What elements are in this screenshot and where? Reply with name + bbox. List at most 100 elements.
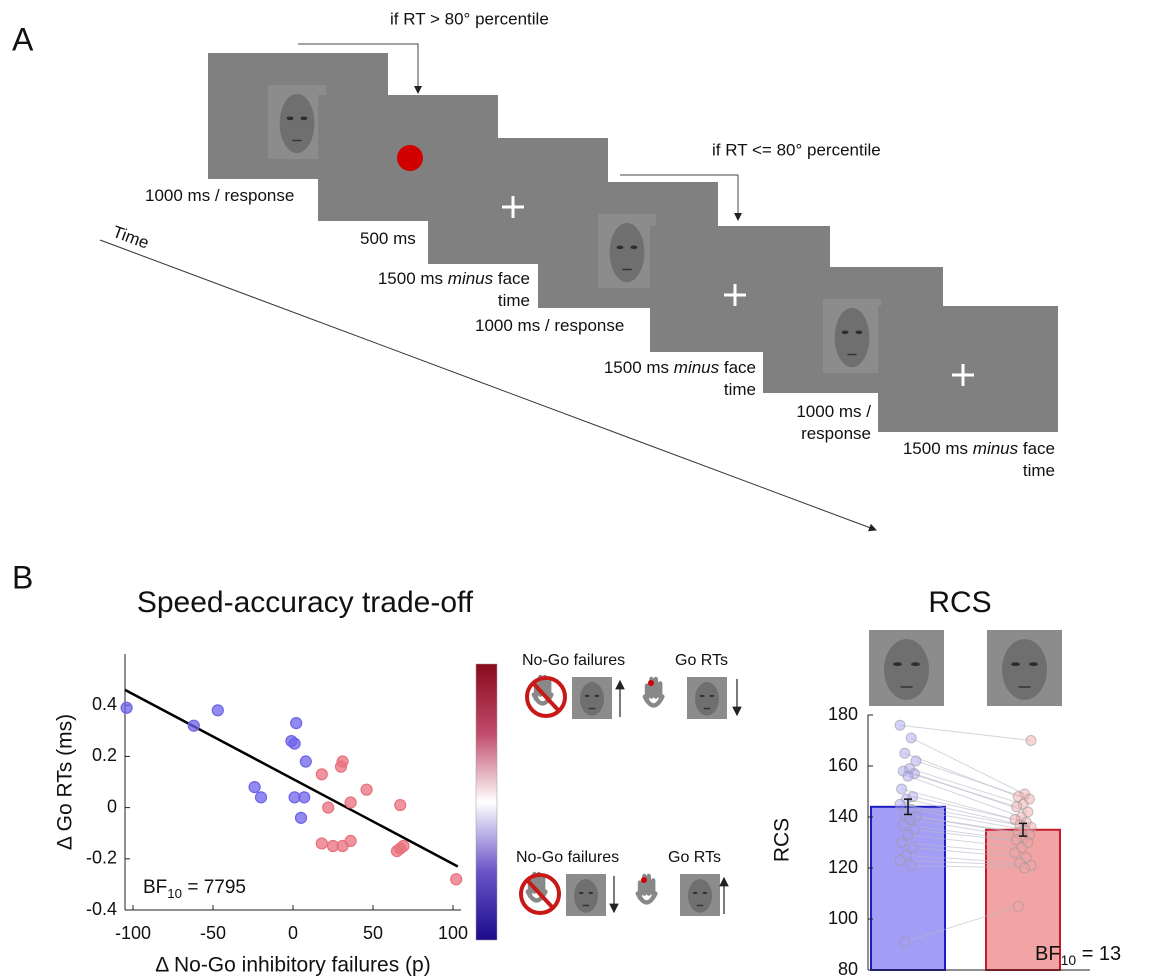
stop-dot: [648, 680, 654, 686]
data-point: [121, 702, 132, 713]
face-eye: [700, 695, 705, 697]
data-point: [289, 738, 300, 749]
face-eye: [287, 116, 294, 120]
caption-segment: face: [719, 358, 756, 377]
subject-point: [1012, 802, 1022, 812]
subject-line: [910, 769, 1023, 805]
data-point: [300, 756, 311, 767]
data-point: [451, 874, 462, 885]
subject-point: [1026, 736, 1036, 746]
y-axis-label: Δ Go RTs (ms): [54, 714, 77, 850]
subject-point: [906, 860, 916, 870]
face-image: [687, 677, 727, 719]
duration-caption: 1500 ms minus face: [378, 269, 530, 288]
face-eye: [911, 662, 920, 666]
face-eye: [893, 662, 902, 666]
panel-label: B: [12, 559, 33, 595]
legend-label: No-Go failures: [516, 849, 619, 866]
data-point: [249, 782, 260, 793]
caption-segment: 1000 ms / response: [145, 186, 294, 205]
caption-segment: 1000 ms /: [796, 402, 871, 421]
data-point: [323, 802, 334, 813]
legend-label: Go RTs: [668, 849, 721, 866]
data-point: [398, 841, 409, 852]
data-point: [212, 705, 223, 716]
face-eye: [300, 116, 307, 120]
y-axis-label: RCS: [771, 818, 794, 862]
subject-point: [906, 733, 916, 743]
stop-dot: [641, 877, 647, 883]
face-shape: [695, 682, 719, 716]
face-image: [869, 630, 944, 706]
data-point: [296, 812, 307, 823]
caption-segment: minus: [973, 439, 1019, 458]
face-eye: [579, 892, 584, 894]
chart-title: RCS: [928, 586, 991, 619]
y-tick-label: 100: [828, 908, 858, 928]
duration-caption: 1500 ms minus face: [604, 358, 756, 377]
bf-text: BF: [143, 877, 167, 898]
subject-point: [897, 784, 907, 794]
face-shape: [884, 639, 929, 700]
stop-signal: [397, 145, 423, 171]
x-tick-label: -50: [200, 923, 226, 943]
y-tick-label: -0.4: [86, 899, 117, 919]
face-eye: [855, 330, 862, 334]
caption-segment: face: [493, 269, 530, 288]
subject-point: [897, 838, 907, 848]
duration-caption: 1000 ms /: [796, 402, 871, 421]
caption-segment: face: [1018, 439, 1055, 458]
face-image: [268, 85, 326, 159]
face-eye: [693, 892, 698, 894]
duration-caption: time: [498, 291, 530, 310]
caption-segment: time: [724, 380, 756, 399]
caption-segment: minus: [448, 269, 494, 288]
duration-caption: response: [801, 424, 871, 443]
face-shape: [688, 879, 712, 913]
subject-line: [911, 738, 1024, 794]
face-shape: [610, 223, 645, 282]
duration-caption: 1000 ms / response: [475, 316, 624, 335]
y-tick-label: 140: [828, 806, 858, 826]
subject-point: [1010, 848, 1020, 858]
face-eye: [709, 695, 714, 697]
subject-point: [898, 820, 908, 830]
stimulus-screen: [878, 306, 1058, 432]
face-eye: [702, 892, 707, 894]
data-point: [188, 720, 199, 731]
y-tick-label: 180: [828, 704, 858, 724]
face-eye: [588, 892, 593, 894]
bf-suffix: = 7795: [182, 877, 246, 898]
subject-line: [900, 725, 1031, 740]
face-image: [987, 630, 1062, 706]
bf-text: BF: [1035, 943, 1061, 965]
data-point: [316, 769, 327, 780]
face-shape: [280, 94, 315, 153]
y-tick-label: 0.4: [92, 694, 117, 714]
face-image: [598, 214, 656, 288]
face-eye: [1011, 662, 1020, 666]
legend-label: Go RTs: [675, 652, 728, 669]
caption-segment: response: [801, 424, 871, 443]
face-shape: [835, 308, 870, 367]
chart-title: Speed-accuracy trade-off: [137, 586, 474, 619]
bayes-factor: BF10 = 13: [1035, 943, 1121, 967]
data-point: [336, 761, 347, 772]
data-point: [361, 784, 372, 795]
x-axis-label: Δ No-Go inhibitory failures (p): [155, 954, 430, 977]
duration-caption: 1500 ms minus face: [903, 439, 1055, 458]
face-shape: [580, 682, 604, 716]
face-image: [823, 299, 881, 373]
x-tick-label: -100: [115, 923, 151, 943]
bf-subscript: 10: [167, 886, 182, 901]
condition-label: if RT > 80° percentile: [390, 9, 549, 28]
face-eye: [594, 695, 599, 697]
y-tick-label: 160: [828, 755, 858, 775]
caption-segment: minus: [674, 358, 720, 377]
duration-caption: 1000 ms / response: [145, 186, 294, 205]
subject-point: [895, 799, 905, 809]
duration-caption: time: [724, 380, 756, 399]
x-tick-label: 50: [363, 923, 383, 943]
subject-point: [895, 855, 905, 865]
subject-point: [900, 937, 910, 947]
